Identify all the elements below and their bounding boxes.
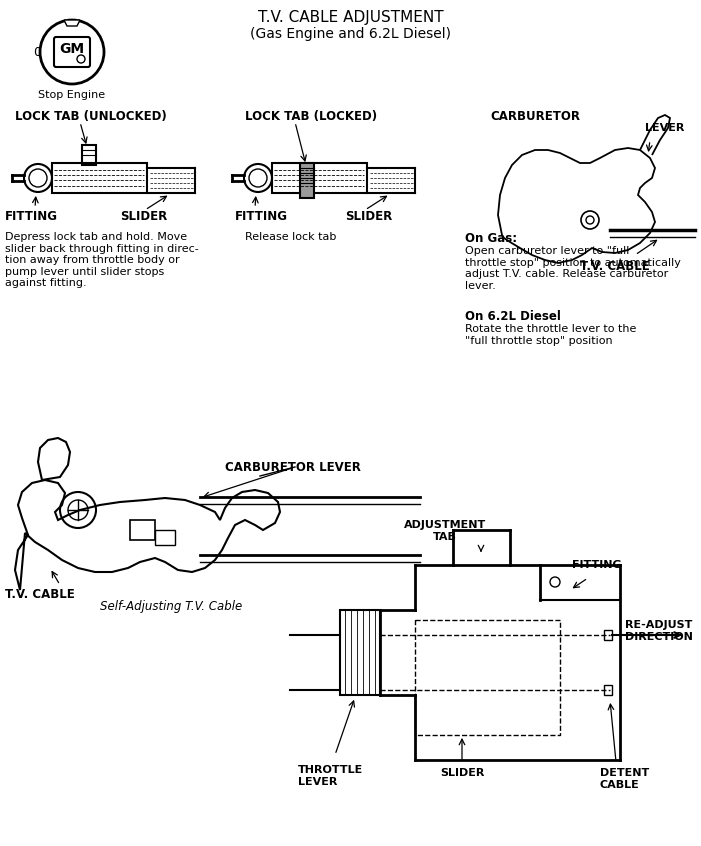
Text: T.V. CABLE: T.V. CABLE xyxy=(580,260,650,273)
Text: 0: 0 xyxy=(33,46,41,58)
Text: (Gas Engine and 6.2L Diesel): (Gas Engine and 6.2L Diesel) xyxy=(250,27,451,41)
Bar xyxy=(604,630,612,640)
Text: Depress lock tab and hold. Move
slider back through fitting in direc-
tion away : Depress lock tab and hold. Move slider b… xyxy=(5,232,199,288)
Text: Stop Engine: Stop Engine xyxy=(39,90,106,100)
Text: SLIDER: SLIDER xyxy=(345,210,393,223)
Bar xyxy=(155,530,175,545)
Text: CARBURETOR: CARBURETOR xyxy=(490,110,580,123)
Text: ADJUSTMENT
TAB: ADJUSTMENT TAB xyxy=(404,520,486,541)
Text: FITTING: FITTING xyxy=(5,210,58,223)
Text: CARBURETOR LEVER: CARBURETOR LEVER xyxy=(225,461,361,474)
Text: On 6.2L Diesel: On 6.2L Diesel xyxy=(465,310,561,323)
Text: Rotate the throttle lever to the
"full throttle stop" position: Rotate the throttle lever to the "full t… xyxy=(465,324,637,346)
Bar xyxy=(272,163,367,193)
Text: FITTING: FITTING xyxy=(572,560,622,570)
Text: DETENT
CABLE: DETENT CABLE xyxy=(600,768,649,789)
Bar xyxy=(130,520,155,540)
Bar xyxy=(604,685,612,695)
Text: LOCK TAB (UNLOCKED): LOCK TAB (UNLOCKED) xyxy=(15,110,167,123)
Text: SLIDER: SLIDER xyxy=(120,210,168,223)
Text: GM: GM xyxy=(60,42,85,56)
Text: RE-ADJUST
DIRECTION: RE-ADJUST DIRECTION xyxy=(625,620,693,641)
Bar xyxy=(52,163,147,193)
Text: THROTTLE
LEVER: THROTTLE LEVER xyxy=(298,765,363,787)
Text: LOCK TAB (LOCKED): LOCK TAB (LOCKED) xyxy=(245,110,377,123)
Text: Release lock tab: Release lock tab xyxy=(245,232,336,242)
Text: On Gas:: On Gas: xyxy=(465,232,517,245)
Bar xyxy=(300,163,314,198)
Bar xyxy=(415,620,560,735)
Text: Self-Adjusting T.V. Cable: Self-Adjusting T.V. Cable xyxy=(100,600,243,613)
Text: LEVER: LEVER xyxy=(645,123,684,133)
Text: T.V. CABLE ADJUSTMENT: T.V. CABLE ADJUSTMENT xyxy=(258,10,444,25)
Text: FITTING: FITTING xyxy=(235,210,288,223)
Polygon shape xyxy=(64,20,80,26)
Text: T.V. CABLE: T.V. CABLE xyxy=(5,588,75,601)
Bar xyxy=(340,610,380,695)
Text: SLIDER: SLIDER xyxy=(440,768,484,778)
Text: Open carburetor lever to "full
throttle stop" position to automatically
adjust T: Open carburetor lever to "full throttle … xyxy=(465,246,681,291)
Bar xyxy=(82,145,96,165)
